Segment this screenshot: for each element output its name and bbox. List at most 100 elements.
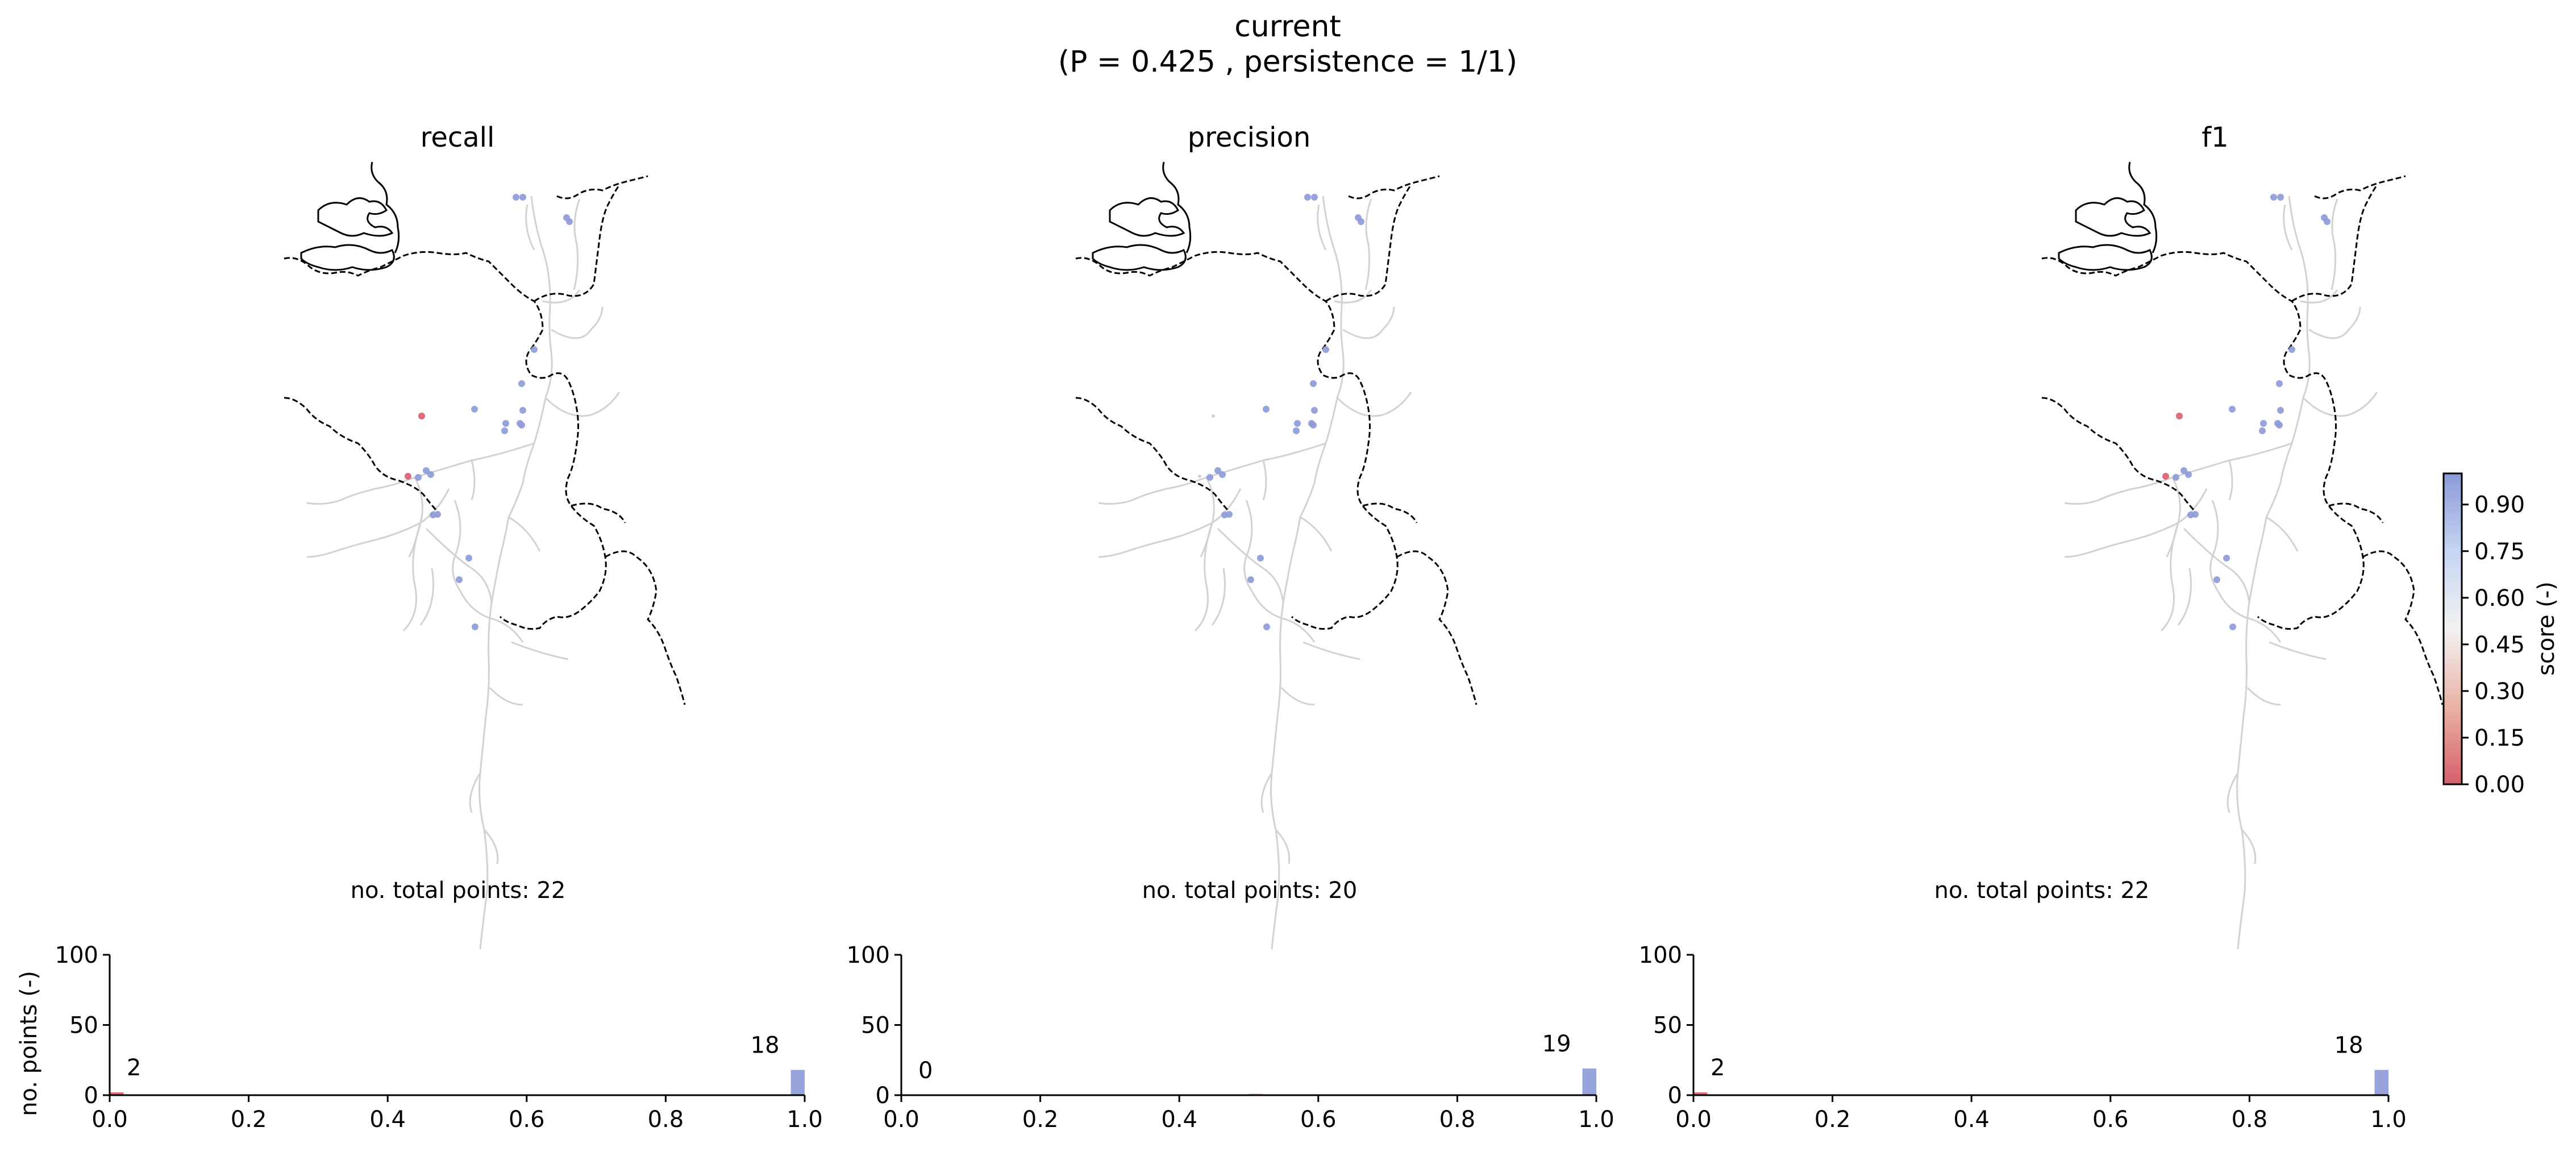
country-border [1325, 184, 1412, 302]
colorbar-gradient [2442, 472, 2463, 785]
hist-bar [1582, 1068, 1596, 1095]
river-line [419, 568, 434, 626]
hist-x-tick-label: 0.6 [509, 1107, 545, 1133]
river-line [2064, 499, 2099, 505]
station-marker [2260, 420, 2267, 427]
hist-x-tick-label: 0.4 [1953, 1107, 1990, 1133]
river-line [489, 687, 523, 706]
river-line [1336, 392, 1412, 417]
river-line [525, 204, 535, 251]
hist-x-tick-label: 1.0 [2370, 1107, 2407, 1133]
station-marker [513, 194, 519, 201]
country-border [1075, 251, 1399, 630]
hist-data-label: 19 [1542, 1031, 1571, 1057]
map-title-f1: f1 [2202, 122, 2228, 153]
hist-x-tick-label: 0.2 [231, 1107, 267, 1133]
station-marker [2324, 218, 2331, 225]
map-title-recall: recall [421, 122, 495, 153]
hist-title-recall: no. total points: 22 [351, 877, 566, 904]
hist-bar [110, 1092, 124, 1095]
station-marker [1212, 414, 1215, 418]
river-line [2098, 442, 2292, 501]
station-marker [2277, 194, 2284, 201]
coastline [2075, 197, 2151, 237]
hist-x-tick-label: 0.2 [1022, 1107, 1059, 1133]
hist-x-tick-label: 0.8 [1439, 1107, 1476, 1133]
river-line [2228, 460, 2233, 501]
histogram-f1: 2 18 0 50 100 0.0 0.2 0.4 0.6 0.8 1.0 [1639, 942, 2407, 1133]
station-marker [418, 413, 425, 419]
colorbar: 0.00 0.15 0.30 0.45 0.60 0.75 0.90 score (-) [2442, 472, 2560, 798]
hist-x-tick-label: 0.6 [2092, 1107, 2129, 1133]
river-line [1217, 527, 1284, 603]
river-line [573, 198, 581, 290]
hist-x-tick-label: 0.0 [1675, 1107, 1712, 1133]
station-marker [434, 511, 441, 518]
station-marker [518, 422, 525, 429]
country-border [2314, 175, 2406, 199]
colorbar-tick-label: 0.15 [2474, 725, 2525, 751]
river-line [2283, 204, 2293, 251]
station-marker [1263, 406, 1270, 413]
station-marker [2223, 555, 2230, 562]
country-border [284, 251, 607, 630]
river-line [1251, 590, 1316, 643]
histogram-precision: 0 19 0 50 100 0.0 0.2 0.4 0.6 0.8 1.0 [847, 942, 1614, 1133]
country-border [556, 175, 648, 199]
coastline [300, 244, 395, 271]
station-marker [2277, 407, 2284, 414]
hist-data-label: 18 [751, 1033, 780, 1059]
river-line [1300, 516, 1333, 552]
hist-y-tick-label: 50 [861, 1013, 890, 1039]
hist-bar [2374, 1070, 2388, 1095]
river-line [1132, 442, 1326, 501]
river-line [2236, 196, 2311, 950]
river-line [1098, 499, 1133, 505]
river-line [2266, 516, 2299, 552]
station-marker [1311, 194, 1318, 201]
station-marker [2229, 623, 2236, 630]
station-marker [566, 218, 573, 225]
country-border [2328, 502, 2384, 523]
river-line [508, 516, 541, 552]
hist-y-tick-label: 100 [1639, 942, 1682, 968]
river-line [1317, 204, 1327, 251]
station-marker [1214, 467, 1221, 474]
river-line [511, 641, 569, 660]
map-precision [1075, 161, 1478, 950]
country-border [2041, 251, 2365, 630]
station-marker [531, 346, 538, 353]
station-marker [1257, 555, 1264, 562]
map-title-precision: precision [1188, 122, 1311, 153]
station-marker [2176, 413, 2183, 419]
river-line [459, 590, 524, 643]
station-marker [1206, 474, 1213, 481]
river-line [2209, 500, 2219, 592]
country-border [605, 550, 686, 705]
river-line [1364, 198, 1372, 290]
station-marker [2229, 406, 2236, 413]
map-f1 [2041, 161, 2444, 950]
river-line [2227, 772, 2239, 813]
figure-title-line2: (P = 0.425 , persistence = 1/1) [1058, 45, 1517, 79]
coastline [317, 197, 394, 237]
station-marker [2259, 427, 2266, 434]
country-border [2291, 184, 2378, 302]
hist-y-tick-label: 50 [1653, 1013, 1682, 1039]
river-line [1211, 568, 1226, 626]
hist-bar [790, 1070, 805, 1095]
country-border [1075, 397, 1230, 513]
station-marker [1294, 420, 1301, 427]
river-line [2217, 590, 2282, 643]
river-line [306, 499, 342, 505]
river-line [483, 829, 499, 864]
station-marker [519, 407, 526, 414]
station-marker [1247, 576, 1254, 583]
station-marker [465, 555, 472, 562]
station-marker [2180, 467, 2187, 474]
hist-x-tick-label: 0.4 [369, 1107, 406, 1133]
river-line [1243, 500, 1253, 592]
colorbar-tick-label: 0.90 [2474, 492, 2525, 518]
country-border [1362, 502, 1418, 523]
station-marker [2288, 346, 2295, 353]
